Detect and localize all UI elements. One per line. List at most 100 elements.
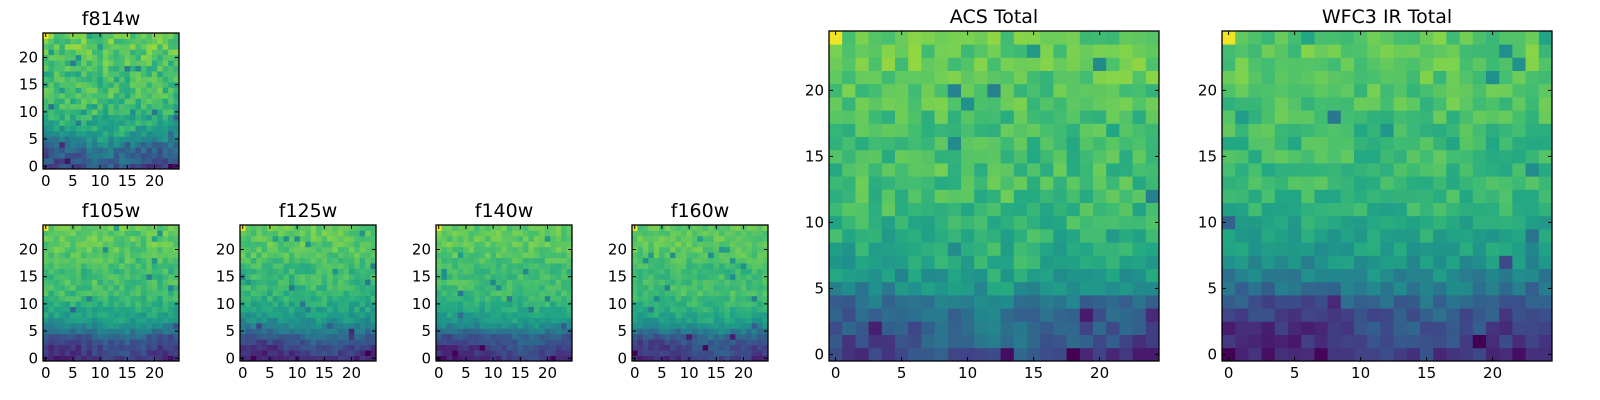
heatmap-cell	[512, 225, 518, 231]
heatmap-cell	[724, 284, 731, 291]
heatmap-cell	[751, 344, 758, 351]
heatmap-cell	[457, 235, 464, 242]
heatmap-cell	[539, 252, 546, 259]
heatmap-cell	[108, 257, 115, 264]
heatmap-cell	[708, 344, 714, 351]
heatmap-cell	[75, 120, 82, 126]
heatmap-cell	[697, 317, 704, 324]
heatmap-cell	[868, 110, 883, 124]
heatmap-cell	[474, 268, 480, 275]
heatmap-cell	[664, 301, 671, 307]
heatmap-cell	[151, 279, 158, 286]
heatmap-cell	[140, 114, 147, 121]
heatmap-cell	[261, 317, 268, 324]
heatmap-cell	[457, 273, 464, 280]
heatmap-cell	[1420, 347, 1434, 362]
heatmap-cell	[1235, 268, 1249, 283]
heatmap-cell	[1327, 136, 1342, 151]
heatmap-cell	[1274, 123, 1289, 137]
heatmap-cell	[348, 317, 355, 324]
heatmap-cell	[1132, 255, 1147, 269]
heatmap-cell	[528, 290, 535, 297]
heatmap-cell	[48, 125, 55, 132]
heatmap-cell	[829, 308, 843, 322]
heatmap-cell	[250, 268, 257, 275]
heatmap-cell	[566, 241, 573, 248]
heatmap-cell	[441, 295, 448, 302]
heatmap-cell	[539, 301, 546, 307]
heatmap-cell	[140, 350, 147, 356]
heatmap-cell	[446, 257, 453, 264]
heatmap-cell	[1380, 163, 1394, 177]
heatmap-cell	[124, 317, 131, 324]
heatmap-cell	[283, 257, 290, 264]
heatmap-panels: f814w0055101015152020f105w00551010151520…	[19, 6, 1553, 382]
heatmap-cell	[113, 120, 120, 126]
heatmap-cell	[53, 295, 60, 302]
heatmap-cell	[102, 263, 109, 269]
heatmap-cell	[642, 290, 649, 297]
heatmap-cell	[1288, 83, 1302, 98]
heatmap-cell	[113, 49, 120, 56]
heatmap-cell	[102, 355, 109, 362]
heatmap-cell	[75, 114, 82, 121]
heatmap-cell	[1393, 57, 1408, 71]
heatmap-cell	[1420, 136, 1434, 151]
heatmap-cell	[240, 344, 246, 351]
heatmap-cell	[332, 273, 339, 280]
heatmap-cell	[1486, 347, 1500, 362]
heatmap-cell	[697, 252, 704, 259]
heatmap-cell	[664, 284, 671, 291]
heatmap-cell	[365, 333, 371, 340]
heatmap-cell	[555, 312, 562, 318]
heatmap-cell	[1145, 110, 1160, 124]
heatmap-cell	[157, 306, 164, 313]
heatmap-cell	[523, 263, 529, 269]
heatmap-cell	[740, 295, 747, 302]
heatmap-cell	[675, 241, 682, 248]
heatmap-cell	[680, 284, 687, 291]
heatmap-cell	[343, 225, 350, 231]
heatmap-cell	[102, 279, 109, 286]
heatmap-cell	[53, 38, 60, 45]
heatmap-cell	[842, 163, 856, 177]
heatmap-cell	[550, 339, 557, 346]
heatmap-cell	[53, 225, 60, 231]
heatmap-cell	[365, 263, 371, 269]
heatmap-cell	[250, 235, 257, 242]
heatmap-cell	[550, 355, 557, 362]
heatmap-cell	[1499, 110, 1513, 124]
heatmap-cell	[1525, 110, 1540, 124]
heatmap-cell	[501, 344, 508, 351]
heatmap-cell	[327, 279, 333, 286]
heatmap-cell	[452, 312, 459, 318]
heatmap-cell	[1301, 202, 1315, 217]
heatmap-cell	[544, 241, 551, 248]
y-tick-label: 15	[216, 268, 235, 286]
heatmap-cell	[1354, 229, 1368, 243]
heatmap-cell	[108, 339, 115, 346]
heatmap-cell	[632, 312, 638, 318]
heatmap-cell	[81, 98, 87, 105]
heatmap-cell	[354, 322, 361, 329]
heatmap-cell	[762, 268, 769, 275]
heatmap-cell	[642, 355, 649, 362]
heatmap-cell	[272, 225, 279, 231]
heatmap-cell	[1525, 163, 1540, 177]
heatmap-cell	[59, 92, 66, 99]
heatmap-cell	[686, 350, 693, 356]
heatmap-cell	[168, 158, 174, 164]
heatmap-cell	[124, 71, 131, 77]
heatmap-cell	[1380, 123, 1394, 137]
heatmap-cell	[173, 152, 180, 159]
heatmap-cell	[653, 350, 660, 356]
heatmap-cell	[59, 268, 66, 275]
heatmap-cell	[245, 355, 252, 362]
heatmap-cell	[64, 147, 71, 154]
heatmap-cell	[348, 295, 355, 302]
heatmap-cell	[653, 284, 660, 291]
heatmap-cell	[1301, 97, 1315, 111]
heatmap-cell	[1248, 136, 1262, 151]
heatmap-cell	[829, 268, 843, 283]
heatmap-cell	[1145, 215, 1160, 230]
